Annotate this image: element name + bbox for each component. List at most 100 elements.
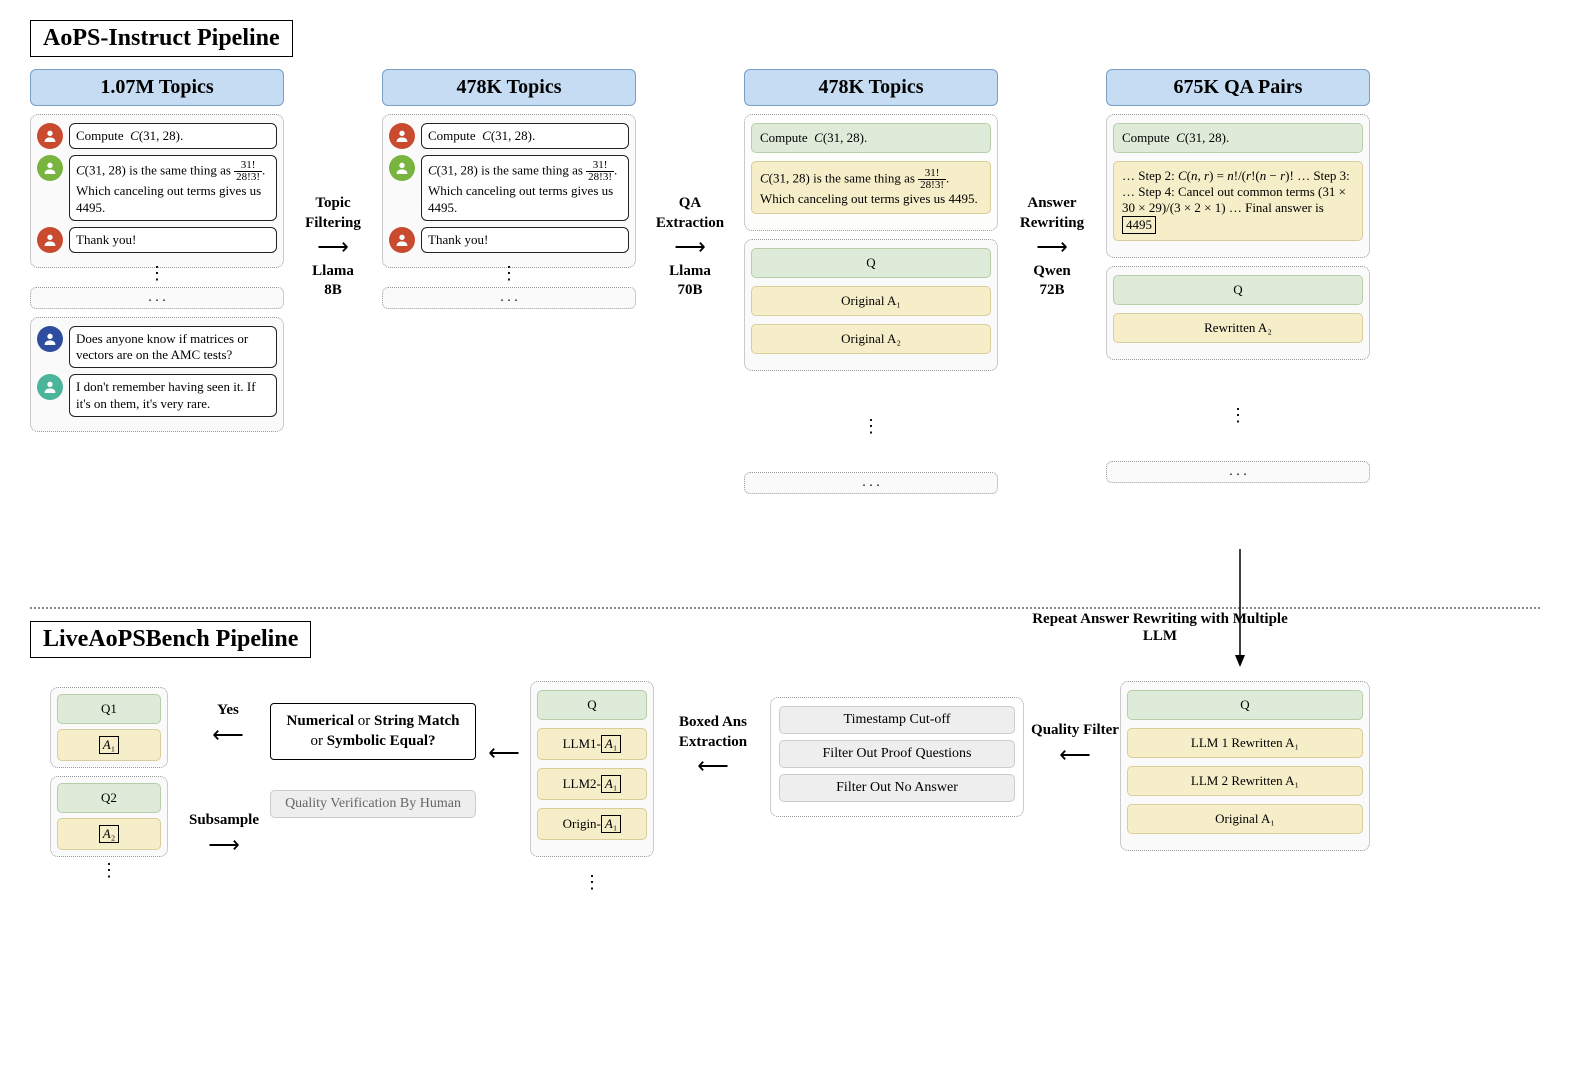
post-c2-same: C(31, 28) is the same thing as 31!28!3!.… <box>421 155 629 221</box>
arrow-to-decision: ⟵ <box>480 739 528 768</box>
col4-q-label: Q <box>1113 275 1363 305</box>
arrow3-l3: Qwen <box>1002 262 1102 282</box>
ellipsis-4: . . . <box>1106 461 1370 483</box>
mid-q: Q <box>537 690 647 720</box>
filter-1: Timestamp Cut-off <box>779 706 1015 734</box>
avatar-user-orange <box>37 123 63 149</box>
qf-label: Quality Filter <box>1030 721 1120 741</box>
filter-3: Filter Out No Answer <box>779 774 1015 802</box>
left-a2: A₂ <box>57 818 161 850</box>
col3-question: Compute C(31, 28). <box>751 123 991 153</box>
down-arrow-svg <box>1230 549 1250 669</box>
yes-label: Yes <box>190 701 266 721</box>
avatar-user-blue <box>37 326 63 352</box>
ellipsis-1: . . . <box>30 287 284 309</box>
ellipsis-3: . . . <box>744 472 998 494</box>
avatar-c2-3 <box>389 227 415 253</box>
vdots-2: ⋮ <box>382 268 636 279</box>
post-c2-compute: Compute C(31, 28). <box>421 123 629 149</box>
post-compute: Compute C(31, 28). <box>69 123 277 149</box>
post-matrices-a: I don't remember having seen it. If it's… <box>69 374 277 417</box>
arrow-subsample: Subsample ⟶ <box>174 811 274 859</box>
br-q: Q <box>1127 690 1363 720</box>
col3-a1: Original A₁ <box>751 286 991 316</box>
col4-steps: … Step 2: C(n, r) = n!/(r!(n − r)! … Ste… <box>1113 161 1363 241</box>
post-c2-thanks: Thank you! <box>421 227 629 253</box>
arrow2-l1: QA <box>640 194 740 214</box>
filter-2: Filter Out Proof Questions <box>779 740 1015 768</box>
avatar-user-teal <box>37 374 63 400</box>
left-a1: A₁ <box>57 729 161 761</box>
mid-orig: Origin-A₁ <box>537 808 647 840</box>
col1-thread1: Compute C(31, 28). C(31, 28) is the same… <box>30 114 284 268</box>
column-1: 1.07M Topics Compute C(31, 28). C(31, 28… <box>30 69 284 432</box>
col3-answer: C(31, 28) is the same thing as 31!28!3!.… <box>751 161 991 214</box>
vdots-1: ⋮ <box>30 268 284 279</box>
arrow1-l1: Topic <box>288 194 378 214</box>
bottom-midcol: Q LLM1-A₁ LLM2-A₁ Origin-A₁ ⋮ <box>530 673 654 888</box>
left-q1: Q1 <box>57 694 161 724</box>
col4-question: Compute C(31, 28). <box>1113 123 1363 153</box>
col3-thread1: Compute C(31, 28). C(31, 28) is the same… <box>744 114 998 231</box>
column-3: 478K Topics Compute C(31, 28). C(31, 28)… <box>744 69 998 494</box>
col4-a2: Rewritten A₂ <box>1113 313 1363 343</box>
arrow2-l4: 70B <box>640 281 740 301</box>
avatar-user-green <box>37 155 63 181</box>
vdots-left: ⋮ <box>50 865 168 876</box>
col4-thread1: Compute C(31, 28). … Step 2: C(n, r) = n… <box>1106 114 1370 258</box>
avatar-c2-2 <box>389 155 415 181</box>
bottom-section: LiveAoPSBench Pipeline Repeat Answer Rew… <box>30 621 1540 1041</box>
col3-a2: Original A₂ <box>751 324 991 354</box>
arrow2-l2: Extraction <box>640 214 740 234</box>
top-columns-area: 1.07M Topics Compute C(31, 28). C(31, 28… <box>30 69 1540 599</box>
arrow2-l3: Llama <box>640 262 740 282</box>
vdots-4: ⋮ <box>1106 410 1370 421</box>
br-l1: LLM 1 Rewritten A₁ <box>1127 728 1363 758</box>
col3-q-label: Q <box>751 248 991 278</box>
mid-l1: LLM1-A₁ <box>537 728 647 760</box>
arrow3-l2: Rewriting <box>1002 214 1102 234</box>
col3-thread2: Q Original A₁ Original A₂ <box>744 239 998 371</box>
vdots-3: ⋮ <box>744 421 998 432</box>
decision-box: Numerical or String Match or Symbolic Eq… <box>270 703 476 760</box>
post-same-thing: C(31, 28) is the same thing as 31!28!3!.… <box>69 155 277 221</box>
mid-l2: LLM2-A₁ <box>537 768 647 800</box>
arrow-quality-filter: Quality Filter ⟵ <box>1030 721 1120 769</box>
vdots-mid: ⋮ <box>530 877 654 888</box>
top-section-title: AoPS-Instruct Pipeline <box>30 20 293 57</box>
boxed-ans-label: Boxed Ans Extraction <box>658 713 768 752</box>
arrow-topic-filtering: Topic Filtering ⟶ Llama 8B <box>288 194 378 301</box>
col4-thread2: Q Rewritten A₂ <box>1106 266 1370 360</box>
bottom-section-title: LiveAoPSBench Pipeline <box>30 621 311 658</box>
avatar-c2-1 <box>389 123 415 149</box>
arrow-boxed-ans: Boxed Ans Extraction ⟵ <box>658 713 768 781</box>
ellipsis-2: . . . <box>382 287 636 309</box>
arrow-yes: Yes ⟵ <box>190 701 266 749</box>
mid-arrow-label: Repeat Answer Rewriting with Multiple LL… <box>1030 611 1290 645</box>
filter-stack: Timestamp Cut-off Filter Out Proof Quest… <box>770 697 1024 817</box>
arrow1-l3: Llama <box>288 262 378 282</box>
arrow3-l1: Answer <box>1002 194 1102 214</box>
col4-header: 675K QA Pairs <box>1106 69 1370 106</box>
arrow1-l4: 8B <box>288 281 378 301</box>
verify-box: Quality Verification By Human <box>270 790 476 818</box>
left-q2: Q2 <box>57 783 161 813</box>
col1-thread2: Does anyone know if matrices or vectors … <box>30 317 284 432</box>
arrow1-l2: Filtering <box>288 214 378 234</box>
col2-thread1: Compute C(31, 28). C(31, 28) is the same… <box>382 114 636 268</box>
aops-top-section: AoPS-Instruct Pipeline 1.07M Topics Comp… <box>30 20 1540 599</box>
post-matrices-q: Does anyone know if matrices or vectors … <box>69 326 277 369</box>
post-thanks: Thank you! <box>69 227 277 253</box>
column-2: 478K Topics Compute C(31, 28). C(31, 28)… <box>382 69 636 309</box>
decision-area: Numerical or String Match or Symbolic Eq… <box>270 703 476 824</box>
column-4: 675K QA Pairs Compute C(31, 28). … Step … <box>1106 69 1370 483</box>
col1-header: 1.07M Topics <box>30 69 284 106</box>
br-l2: LLM 2 Rewritten A₁ <box>1127 766 1363 796</box>
avatar-user-orange-2 <box>37 227 63 253</box>
subsample-label: Subsample <box>174 811 274 831</box>
col3-header: 478K Topics <box>744 69 998 106</box>
bottom-leftcol: Q1 A₁ Q2 A₂ ⋮ <box>50 679 168 876</box>
br-orig: Original A₁ <box>1127 804 1363 834</box>
arrow-answer-rewriting: Answer Rewriting ⟶ Qwen 72B <box>1002 194 1102 301</box>
arrow-qa-extraction: QA Extraction ⟶ Llama 70B <box>640 194 740 301</box>
